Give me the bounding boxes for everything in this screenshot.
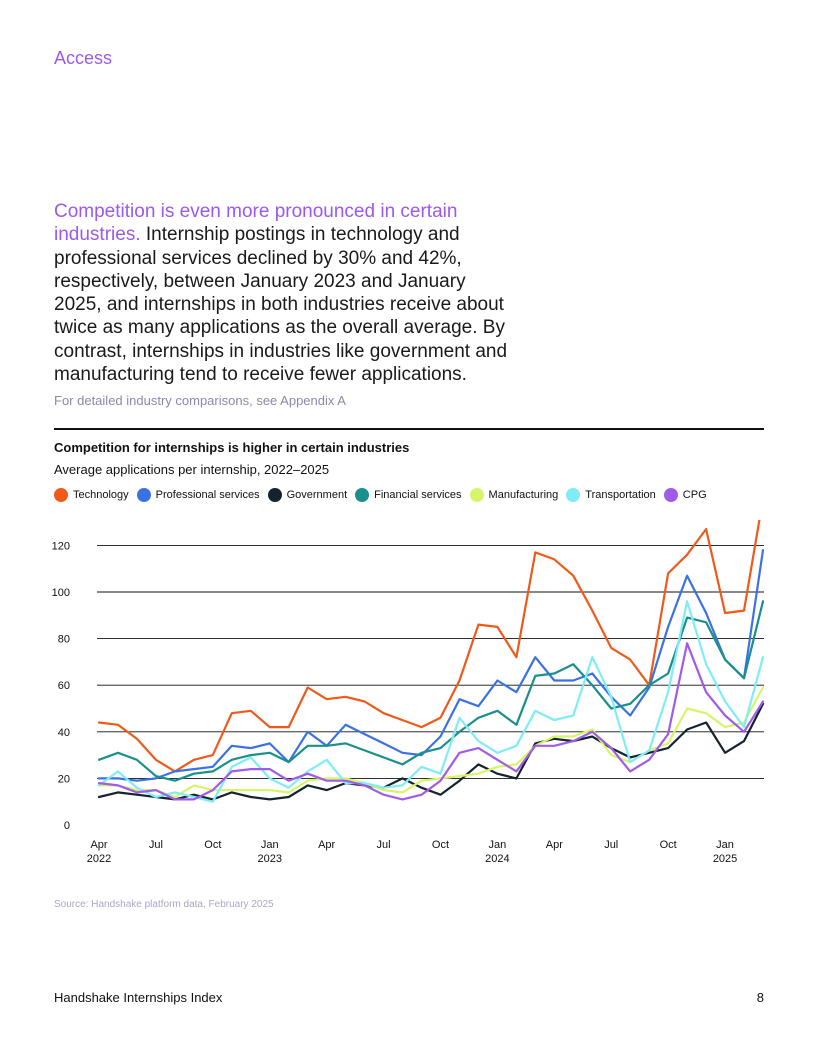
legend-label: Professional services (155, 489, 260, 501)
x-tick-label: Jan (489, 839, 507, 851)
y-tick-label: 20 (58, 773, 70, 785)
x-tick-label: Jan (261, 839, 279, 851)
footer-title: Handshake Internships Index (54, 990, 223, 1005)
legend-label: Technology (73, 489, 129, 501)
x-tick-year-label: 2022 (87, 853, 111, 865)
series-line-professional-services (97, 549, 765, 782)
series-line-financial-services (97, 600, 765, 782)
legend-item-government: Government (267, 488, 348, 502)
page-number: 8 (756, 990, 764, 1005)
series-line-government (97, 702, 765, 801)
x-tick-label: Oct (660, 839, 677, 851)
x-tick-year-label: 2023 (258, 853, 282, 865)
legend-swatch (663, 488, 678, 502)
legend-item-technology: Technology (54, 488, 129, 502)
chart-legend: Technology Professional services Governmen… (54, 486, 715, 504)
legend-label: CPG (682, 489, 707, 501)
lead-highlight: Competition is even more pronounced in c… (54, 201, 458, 246)
legend-label: Transportation (585, 489, 656, 501)
legend-swatch (566, 488, 581, 502)
x-tick-label: Oct (204, 839, 221, 851)
x-tick-year-label: 2024 (485, 853, 509, 865)
legend-swatch (355, 488, 370, 502)
x-tick-label: Jan (716, 839, 734, 851)
y-tick-label: 80 (58, 634, 70, 646)
series-line-transportation (97, 600, 765, 803)
legend-label: Government (286, 489, 348, 501)
chart-top-rule (54, 428, 764, 430)
x-tick-label: Apr (546, 839, 563, 851)
chart-subtitle: Average applications per internship, 202… (54, 462, 330, 477)
x-tick-label: Jul (604, 839, 618, 851)
y-tick-label: 0 (64, 820, 70, 832)
legend-label: Manufacturing (488, 489, 559, 501)
x-tick-label: Apr (318, 839, 335, 851)
y-tick-label: 60 (58, 680, 70, 692)
legend-swatch (136, 488, 151, 502)
source-note: Source: Handshake platform data, Februar… (54, 899, 274, 910)
chart-title: Competition for internships is higher in… (54, 440, 410, 455)
x-tick-label: Jul (149, 839, 163, 851)
series-line-cpg (97, 642, 765, 801)
x-tick-label: Jul (377, 839, 391, 851)
legend-item-financial-services: Financial services (355, 488, 462, 502)
x-tick-year-label: 2025 (713, 853, 737, 865)
x-tick-label: Apr (90, 839, 107, 851)
lead-paragraph: Competition is even more pronounced in c… (54, 200, 514, 386)
y-tick-label: 40 (58, 727, 70, 739)
lead-body: Internship postings in technology and pr… (54, 224, 508, 386)
legend-item-manufacturing: Manufacturing (469, 488, 559, 502)
appendix-note: For detailed industry comparisons, see A… (54, 393, 346, 408)
series-line-manufacturing (97, 686, 765, 799)
x-tick-label: Oct (432, 839, 449, 851)
line-chart: 0 20 40 60 80 100 120 Apr 2022 Jul Oct Jan 2023 Apr Ju… (52, 520, 765, 865)
y-tick-label: 120 (52, 540, 70, 552)
section-title: Access (54, 48, 113, 68)
legend-item-professional-services: Professional services (136, 488, 260, 502)
series-line-technology (97, 520, 761, 773)
legend-swatch (54, 488, 68, 502)
legend-swatch (267, 488, 282, 502)
legend-item-transportation: Transportation (566, 488, 656, 502)
legend-label: Financial services (374, 489, 462, 501)
y-tick-label: 100 (52, 587, 70, 599)
legend-swatch (469, 488, 484, 502)
legend-item-cpg: CPG (663, 488, 707, 502)
